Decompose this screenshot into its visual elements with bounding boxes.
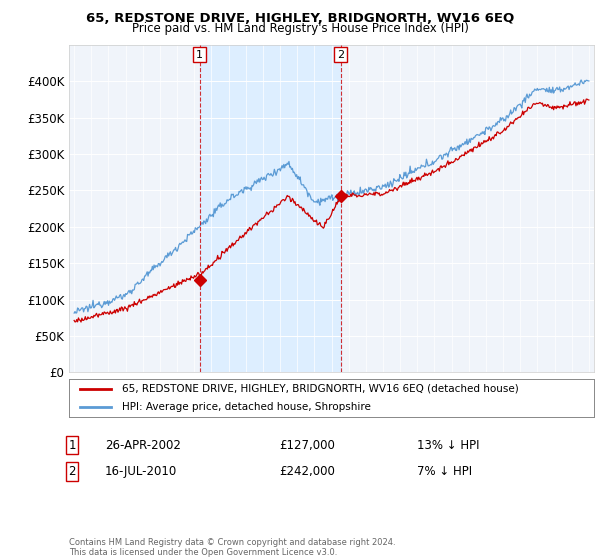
Text: £242,000: £242,000 (279, 465, 335, 478)
Text: HPI: Average price, detached house, Shropshire: HPI: Average price, detached house, Shro… (121, 402, 370, 412)
Text: 2: 2 (337, 50, 344, 59)
Text: 2: 2 (68, 465, 76, 478)
Text: Price paid vs. HM Land Registry's House Price Index (HPI): Price paid vs. HM Land Registry's House … (131, 22, 469, 35)
Text: £127,000: £127,000 (279, 438, 335, 452)
Text: 26-APR-2002: 26-APR-2002 (105, 438, 181, 452)
Text: 1: 1 (68, 438, 76, 452)
Text: 65, REDSTONE DRIVE, HIGHLEY, BRIDGNORTH, WV16 6EQ: 65, REDSTONE DRIVE, HIGHLEY, BRIDGNORTH,… (86, 12, 514, 25)
Text: 13% ↓ HPI: 13% ↓ HPI (417, 438, 479, 452)
Bar (200, 45, 341, 372)
Text: 16-JUL-2010: 16-JUL-2010 (105, 465, 177, 478)
Text: Contains HM Land Registry data © Crown copyright and database right 2024.
This d: Contains HM Land Registry data © Crown c… (69, 538, 395, 557)
Text: 1: 1 (196, 50, 203, 59)
Text: 7% ↓ HPI: 7% ↓ HPI (417, 465, 472, 478)
Text: 65, REDSTONE DRIVE, HIGHLEY, BRIDGNORTH, WV16 6EQ (detached house): 65, REDSTONE DRIVE, HIGHLEY, BRIDGNORTH,… (121, 384, 518, 394)
